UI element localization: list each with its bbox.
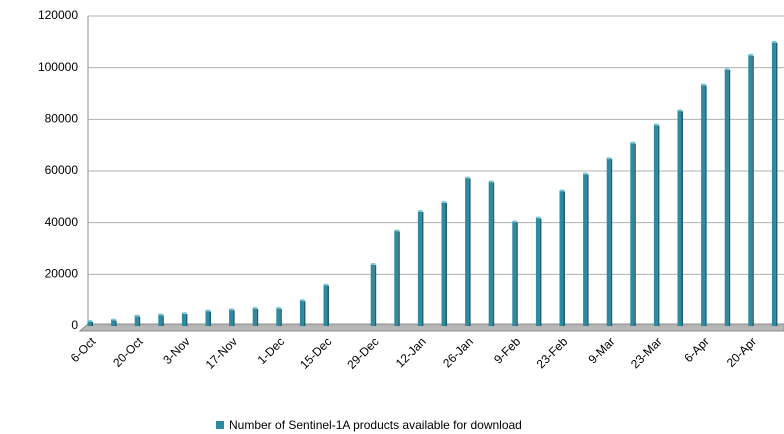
- bar: [205, 309, 211, 326]
- bar: [134, 314, 141, 326]
- x-tick-label: 9-Mar: [586, 334, 618, 366]
- x-tick-label: 26-Jan: [440, 334, 476, 370]
- bar: [299, 299, 306, 326]
- y-tick-label: 100000: [38, 60, 78, 74]
- x-tick-label: 6-Oct: [68, 334, 99, 365]
- bar: [158, 313, 164, 326]
- x-tick-label: 20-Apr: [724, 334, 759, 369]
- bar: [630, 141, 636, 326]
- x-tick-label: 1-Dec: [255, 334, 288, 367]
- bar: [653, 123, 660, 326]
- legend-swatch: [216, 421, 224, 429]
- bar: [701, 83, 707, 326]
- y-tick-label: 80000: [45, 112, 79, 126]
- x-tick-label: 23-Mar: [628, 334, 665, 371]
- bar: [535, 216, 542, 326]
- x-tick-label: 12-Jan: [393, 334, 429, 370]
- y-tick-label: 20000: [45, 267, 79, 281]
- bar: [748, 53, 754, 326]
- x-tick-label: 9-Feb: [491, 334, 523, 366]
- y-tick-label: 40000: [45, 215, 79, 229]
- bar: [606, 157, 613, 326]
- bar: [252, 306, 259, 326]
- bar: [229, 308, 235, 326]
- bar: [724, 67, 731, 326]
- x-tick-label: 3-Nov: [160, 334, 193, 367]
- bar: [323, 283, 329, 326]
- x-tick-label: 29-Dec: [344, 334, 381, 371]
- bar: [677, 109, 683, 327]
- x-tick-label: 15-Dec: [297, 334, 334, 371]
- y-tick-label: 120000: [38, 8, 78, 22]
- bar: [583, 172, 589, 326]
- y-tick-label: 60000: [45, 163, 79, 177]
- bar: [276, 306, 282, 326]
- bar: [87, 319, 93, 326]
- bar: [441, 201, 447, 326]
- bar: [181, 312, 188, 326]
- bar: [512, 220, 518, 326]
- x-tick-label: 20-Oct: [110, 334, 146, 370]
- bar: [394, 229, 400, 326]
- x-tick-label: 23-Feb: [534, 334, 571, 371]
- bar: [370, 263, 377, 326]
- bar: [488, 180, 495, 326]
- y-tick-label: 0: [71, 318, 78, 332]
- legend-label: Number of Sentinel-1A products available…: [229, 418, 522, 432]
- x-tick-label: 17-Nov: [203, 334, 240, 371]
- bar: [771, 40, 778, 326]
- bar: [417, 210, 424, 326]
- x-tick-label: 6-Apr: [681, 334, 712, 365]
- bar: [111, 318, 117, 326]
- bar: [559, 189, 565, 326]
- bar: [465, 176, 471, 326]
